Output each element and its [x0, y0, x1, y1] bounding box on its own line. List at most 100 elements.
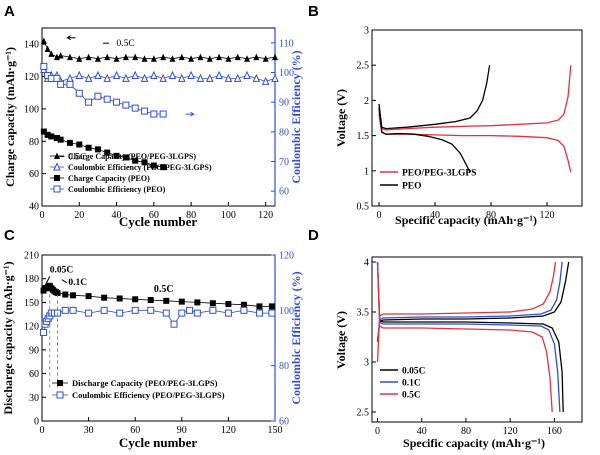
- legend-entry: 0.05C: [402, 367, 426, 377]
- data-point: [271, 73, 279, 82]
- data-point: [66, 53, 73, 61]
- data-point: [84, 73, 93, 82]
- data-point: [197, 53, 204, 61]
- data-point: [122, 101, 130, 109]
- data-point: [147, 297, 154, 304]
- data-point: [122, 73, 130, 82]
- data-point: [240, 306, 248, 314]
- axis-arrow-left: [65, 35, 76, 41]
- legend-marker: [57, 380, 63, 386]
- data-point: [209, 306, 217, 314]
- x-axis-label: Cycle number: [119, 435, 198, 450]
- x-tick-label: 80: [486, 210, 496, 221]
- data-point: [240, 301, 247, 308]
- data-point: [163, 297, 170, 304]
- data-point: [209, 300, 216, 307]
- y-tick-label: 180: [24, 274, 39, 285]
- x-axis-label: Cycle number: [119, 214, 198, 229]
- data-point: [225, 55, 232, 62]
- data-point: [186, 306, 194, 314]
- y-tick-label: 2: [364, 96, 369, 107]
- data-point: [40, 37, 47, 44]
- data-point: [112, 70, 121, 79]
- y2-tick-label: 60: [279, 417, 289, 428]
- data-point: [85, 53, 92, 61]
- data-point: [159, 73, 167, 82]
- data-point: [61, 306, 69, 314]
- data-point: [150, 162, 157, 169]
- data-point: [116, 295, 123, 302]
- data-point: [216, 53, 223, 61]
- data-point: [225, 301, 232, 308]
- data-point: [66, 73, 74, 82]
- series-line: [43, 40, 276, 60]
- legend-entry: Charge Capacity (PEO): [68, 174, 150, 183]
- data-point: [101, 294, 108, 301]
- x-tick-label: 120: [540, 210, 555, 221]
- legend-marker: [54, 175, 60, 181]
- x-tick-label: 30: [84, 425, 94, 436]
- y-tick-label: 80: [29, 137, 39, 148]
- data-point: [160, 164, 167, 171]
- panel-b: 0 40 80 120 0.5 1 1.5 2 2.5 3 Specific capacity (…: [334, 26, 583, 227]
- y2-tick-label: 80: [279, 127, 289, 138]
- data-point: [215, 70, 223, 79]
- x-tick-label: 60: [149, 210, 159, 221]
- data-point: [206, 55, 213, 62]
- data-point: [103, 95, 111, 103]
- data-point: [196, 73, 205, 82]
- data-point: [262, 55, 269, 62]
- series-line: [376, 261, 563, 343]
- y-tick-label: 60: [29, 369, 39, 380]
- data-point: [160, 53, 167, 61]
- data-point: [170, 320, 178, 328]
- y-tick-label: 3: [364, 26, 369, 37]
- y-tick-label: 3: [364, 358, 369, 369]
- y-tick-label: 140: [24, 40, 39, 51]
- data-point: [44, 45, 51, 53]
- panel-d: 0 40 80 120 160 2.5 3 3.5 4 Specific capacity (m…: [334, 256, 583, 450]
- data-point: [162, 309, 170, 317]
- data-point: [48, 133, 55, 140]
- x-tick-label: 20: [74, 210, 84, 221]
- data-point: [76, 55, 83, 62]
- legend-marker: [53, 185, 61, 193]
- data-point: [57, 52, 64, 59]
- y-tick-label: 30: [29, 393, 39, 404]
- series-line: [378, 65, 491, 130]
- y-tick-label: 0.5: [357, 202, 370, 213]
- data-point: [75, 70, 84, 79]
- data-point: [141, 107, 149, 115]
- legend-entry: Coulombic Efficiency (PEO/PEG-3LGPS): [72, 390, 225, 400]
- series-line: [376, 261, 561, 413]
- data-point: [255, 309, 263, 317]
- data-point: [205, 73, 214, 82]
- data-point: [252, 73, 261, 82]
- x-tick-label: 120: [258, 210, 273, 221]
- data-point: [141, 159, 148, 166]
- x-tick-label: 0: [40, 425, 45, 436]
- y2-tick-label: 120: [279, 251, 294, 262]
- data-point: [168, 70, 177, 79]
- x-tick-label: 0: [40, 210, 45, 221]
- y2-tick-label: 80: [279, 361, 289, 372]
- data-point: [131, 70, 139, 79]
- legend-entry: Discharge Capacity (PEO/PEG-3LGPS): [72, 378, 218, 388]
- data-point: [85, 144, 92, 151]
- y-tick-label: 40: [29, 202, 39, 213]
- legend-marker: [53, 162, 61, 171]
- y2-tick-label: 100: [279, 68, 294, 79]
- data-point: [261, 76, 270, 85]
- data-point: [57, 136, 64, 143]
- annotation: 0.5C: [117, 39, 135, 49]
- data-point: [224, 309, 232, 317]
- data-point: [94, 70, 102, 79]
- data-point: [188, 55, 195, 62]
- legend-marker: [56, 391, 64, 399]
- data-point: [104, 53, 111, 61]
- series-line: [378, 107, 471, 173]
- legend-entry: 0.1C: [402, 379, 421, 389]
- y-tick-label: 120: [24, 72, 39, 83]
- data-point: [113, 98, 121, 106]
